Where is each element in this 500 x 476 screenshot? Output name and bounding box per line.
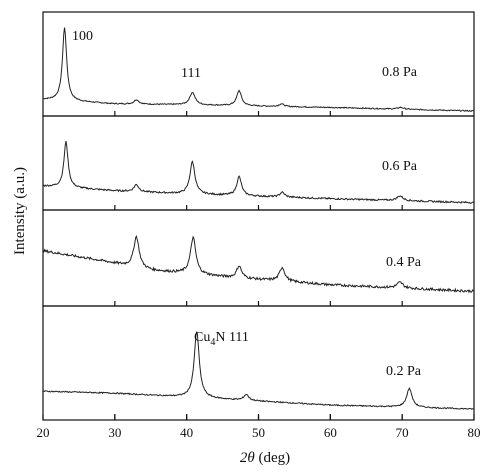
peak-label: Cu4N 111 [194, 330, 249, 348]
x-tick-label: 80 [468, 425, 481, 440]
x-tick-label: 40 [180, 425, 193, 440]
panel-frame [42, 305, 475, 421]
series-line [42, 234, 475, 294]
x-axis-label-unit: (deg) [255, 450, 290, 466]
series-name: 0.4 Pa [386, 255, 422, 270]
x-axis-label-symbol: 2θ [240, 450, 256, 466]
series-line [42, 331, 475, 410]
x-tick-label: 50 [252, 425, 265, 440]
panel-3: 0.4 Pa [42, 209, 475, 307]
x-tick-label: 70 [396, 425, 409, 440]
panels: 0.8 Pa 100 111 0.6 Pa 0.4 Pa 0.2 Pa Cu4N 111 [42, 11, 475, 421]
series-name: 0.2 Pa [386, 364, 422, 379]
panel-1: 0.8 Pa 100 111 [42, 11, 475, 117]
series-line [42, 27, 475, 112]
panel-4: 0.2 Pa Cu4N 111 [42, 305, 475, 421]
series-name: 0.6 Pa [382, 159, 418, 174]
panel-2: 0.6 Pa [42, 115, 475, 211]
x-axis-ticks: 20 30 40 50 60 70 80 [37, 414, 481, 440]
x-tick-label: 60 [324, 425, 337, 440]
panel-frame [42, 11, 475, 117]
peak-label: 111 [181, 66, 201, 81]
series-line [42, 141, 475, 204]
x-axis-label: 2θ (deg) [240, 450, 290, 466]
series-name: 0.8 Pa [382, 65, 418, 80]
x-tick-label: 30 [108, 425, 121, 440]
x-tick-label: 20 [37, 425, 50, 440]
y-axis-label: Intensity (a.u.) [12, 167, 28, 255]
peak-label: 100 [72, 29, 93, 44]
